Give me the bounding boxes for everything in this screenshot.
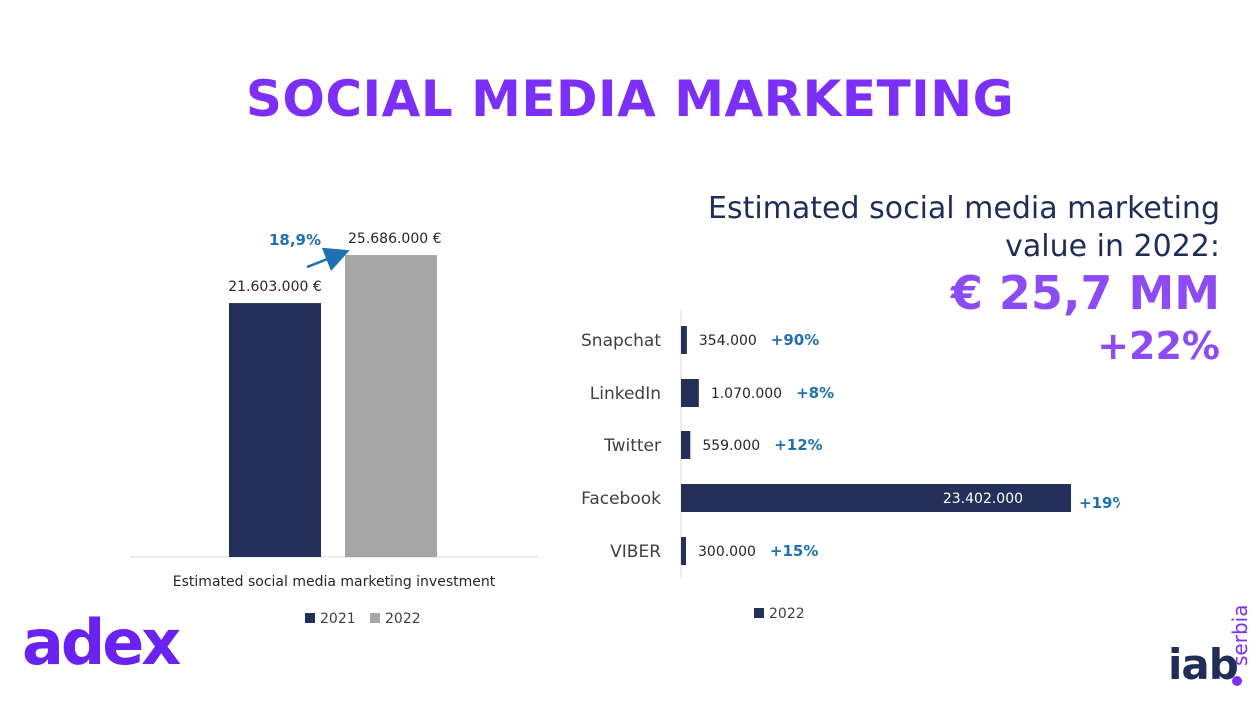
growth-annotation: 18,9% <box>269 231 321 249</box>
category-label: Facebook <box>581 489 661 509</box>
legend-swatch-2022 <box>754 608 764 618</box>
bar-twitter <box>681 431 691 459</box>
headline-line-1: Estimated social media marketing <box>708 191 1220 226</box>
bar-snapchat <box>681 326 687 354</box>
page-title: SOCIAL MEDIA MARKETING <box>245 70 1015 128</box>
data-label: 559.000 <box>702 438 760 454</box>
iab-logo-dot <box>1232 676 1242 686</box>
bar-2021 <box>229 303 321 557</box>
legend-label-2021: 2021 <box>320 611 356 627</box>
data-label: 23.402.000 <box>943 491 1023 507</box>
legend-label-2022: 2022 <box>385 611 421 627</box>
category-label: Snapchat <box>581 331 661 351</box>
iab-logo: iab <box>1168 640 1239 689</box>
investment-bar-chart: 21.603.000 € 25.686.000 € 18,9% Estimated s… <box>130 231 538 627</box>
category-label: Twitter <box>603 436 661 456</box>
bar-viber <box>681 537 686 565</box>
platform-bar-chart: Snapchat 354.000 +90% LinkedIn 1.070.000 +8% T… <box>581 310 1120 622</box>
category-label: LinkedIn <box>590 384 661 404</box>
growth-label: +90% <box>771 331 819 349</box>
data-label: 300.000 <box>698 544 756 560</box>
data-label-2021: 21.603.000 € <box>228 279 322 295</box>
iab-serbia-text: serbia <box>1228 604 1252 666</box>
category-label: Estimated social media marketing investm… <box>173 574 496 590</box>
headline-growth: +22% <box>1097 324 1220 368</box>
data-label-2022: 25.686.000 € <box>348 231 442 247</box>
bar-facebook <box>681 484 1072 512</box>
headline-value: € 25,7 MM <box>950 266 1220 320</box>
data-label: 354.000 <box>699 333 757 349</box>
data-label: 1.070.000 <box>711 386 782 402</box>
legend-label-2022: 2022 <box>769 606 805 622</box>
growth-label: +8% <box>796 384 834 402</box>
bar-2022 <box>345 255 437 557</box>
bar-linkedin <box>681 379 699 407</box>
headline-line-2: value in 2022: <box>1005 229 1220 264</box>
growth-label: +19% <box>1079 494 1120 512</box>
adex-logo: adex <box>22 606 181 679</box>
growth-arrow <box>306 247 350 272</box>
growth-label: +12% <box>774 436 822 454</box>
legend-swatch-2022 <box>370 613 380 623</box>
headline-text: Estimated social media marketing value i… <box>708 190 1220 266</box>
category-label: VIBER <box>610 542 661 562</box>
legend-swatch-2021 <box>305 613 315 623</box>
growth-label: +15% <box>770 542 818 560</box>
